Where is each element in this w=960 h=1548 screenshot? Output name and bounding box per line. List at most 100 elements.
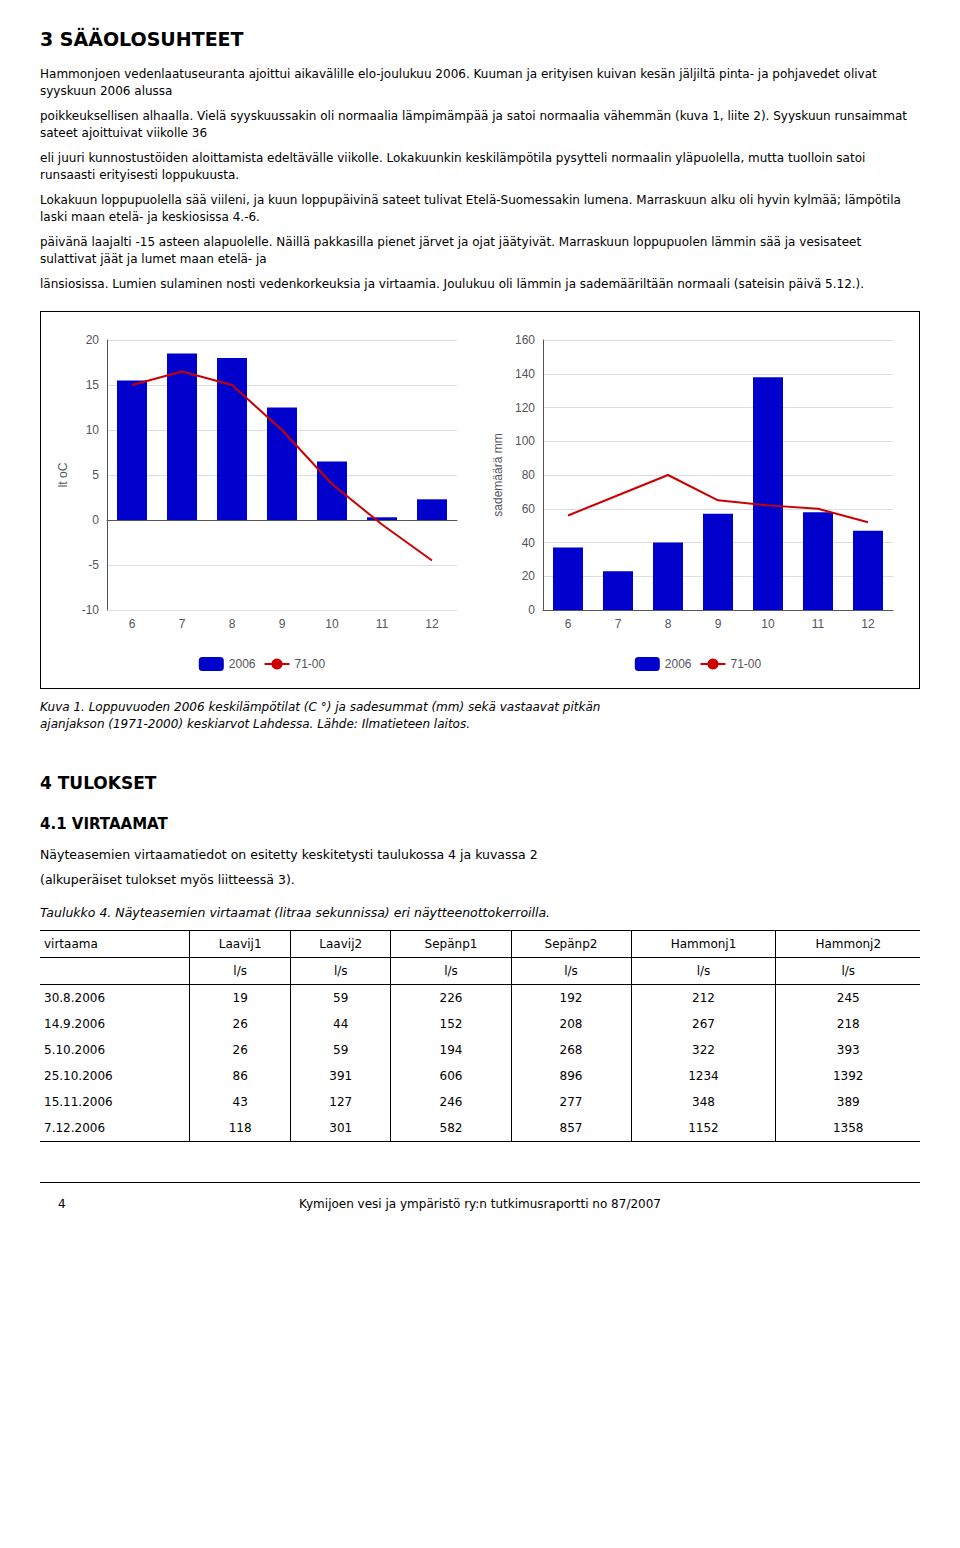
svg-text:lt oC: lt oC	[56, 462, 70, 487]
html-text:Sepänp1: Sepänp1	[424, 937, 478, 951]
html-text:l/s: l/s	[841, 964, 855, 978]
html-text:poikkeuksellisen alhaalla. Vie: poikkeuksellisen alhaalla. Vielä syyskuu…	[40, 109, 907, 140]
html-text:226: 226	[439, 991, 463, 1005]
html-text:322: 322	[692, 1043, 715, 1057]
html-text:606: 606	[439, 1069, 463, 1083]
html-text:3 SÄÄOLOSUHTEET: 3 SÄÄOLOSUHTEET	[40, 28, 244, 50]
svg-text:11: 11	[812, 617, 825, 631]
html-text:59: 59	[333, 991, 349, 1005]
html-text:212: 212	[692, 991, 715, 1005]
svg-text:10: 10	[86, 423, 100, 437]
html-text:896: 896	[559, 1069, 583, 1083]
html-text:l/s: l/s	[444, 964, 458, 978]
svg-text:-10: -10	[82, 603, 100, 617]
html-text:267: 267	[692, 1017, 715, 1031]
html-text:1234: 1234	[688, 1069, 719, 1083]
html-text:348: 348	[692, 1095, 715, 1109]
html-text:1392: 1392	[833, 1069, 864, 1083]
svg-text:15: 15	[86, 378, 100, 392]
svg-text:12: 12	[425, 617, 439, 631]
svg-text:8: 8	[229, 617, 236, 631]
html-text:Sepänp2: Sepänp2	[544, 937, 598, 951]
svg-text:160: 160	[515, 333, 535, 347]
svg-text:-5: -5	[88, 558, 99, 572]
svg-text:5: 5	[92, 468, 99, 482]
svg-text:100: 100	[515, 434, 535, 448]
html-text:25.10.2006: 25.10.2006	[44, 1069, 113, 1083]
html-text:391: 391	[329, 1069, 353, 1083]
html-text:virtaama: virtaama	[44, 937, 98, 951]
html-text:152: 152	[439, 1017, 463, 1031]
svg-text:140: 140	[515, 367, 535, 381]
svg-text:10: 10	[761, 617, 775, 631]
html-text:277: 277	[559, 1095, 583, 1109]
svg-text:11: 11	[376, 617, 389, 631]
html-text:5.10.2006: 5.10.2006	[44, 1043, 106, 1057]
svg-text:2006: 2006	[229, 657, 256, 671]
html-text:26: 26	[232, 1043, 248, 1057]
html-text:30.8.2006: 30.8.2006	[44, 991, 106, 1005]
html-text:208: 208	[559, 1017, 583, 1031]
svg-text:sademäärä mm: sademäärä mm	[491, 433, 505, 516]
html-text:393: 393	[836, 1043, 860, 1057]
svg-text:0: 0	[92, 513, 99, 527]
html-text:26: 26	[232, 1017, 248, 1031]
html-text:218: 218	[836, 1017, 860, 1031]
html-text:l/s: l/s	[333, 964, 348, 978]
html-text:Laavij2: Laavij2	[319, 937, 363, 951]
html-text:389: 389	[836, 1095, 860, 1109]
html-text:86: 86	[232, 1069, 248, 1083]
html-text:44: 44	[333, 1017, 349, 1031]
svg-text:120: 120	[515, 401, 535, 415]
html-text:l/s: l/s	[696, 964, 711, 978]
svg-text:71-00: 71-00	[295, 657, 326, 671]
svg-text:6: 6	[565, 617, 572, 631]
svg-text:6: 6	[129, 617, 136, 631]
svg-text:9: 9	[279, 617, 286, 631]
html-text:l/s: l/s	[233, 964, 247, 978]
svg-text:20: 20	[86, 333, 100, 347]
svg-text:10: 10	[325, 617, 339, 631]
html-text:Lokakuun loppupuolella sää vii: Lokakuun loppupuolella sää viileni, ja k…	[40, 193, 901, 224]
html-text:Laavij1: Laavij1	[218, 937, 262, 951]
html-text:245: 245	[836, 991, 860, 1005]
html-text:194: 194	[439, 1043, 463, 1057]
svg-text:20: 20	[522, 569, 536, 583]
html-text:Hammonj1: Hammonj1	[670, 937, 737, 951]
html-text:118: 118	[228, 1121, 252, 1135]
html-text:4 TULOKSET: 4 TULOKSET	[40, 773, 157, 793]
html-text:246: 246	[439, 1095, 463, 1109]
html-text:Kuva 1. Loppuvuoden 2006 keski: Kuva 1. Loppuvuoden 2006 keskilämpötilat…	[40, 700, 601, 731]
svg-text:7: 7	[179, 617, 186, 631]
svg-text:0: 0	[528, 603, 535, 617]
html-text:päivänä laajalti -15 asteen al: päivänä laajalti -15 asteen alapuolelle.…	[40, 235, 862, 266]
html-text:Hammonj2: Hammonj2	[815, 937, 882, 951]
svg-text:7: 7	[615, 617, 622, 631]
svg-text:60: 60	[522, 502, 536, 516]
svg-text:40: 40	[522, 536, 536, 550]
svg-text:71-00: 71-00	[731, 657, 762, 671]
html-text:15.11.2006: 15.11.2006	[44, 1095, 113, 1109]
svg-text:9: 9	[715, 617, 722, 631]
html-text:eli juuri kunnostustöiden aloi: eli juuri kunnostustöiden aloittamista e…	[40, 151, 866, 182]
html-text:301: 301	[329, 1121, 353, 1135]
html-text:268: 268	[559, 1043, 583, 1057]
html-text:14.9.2006: 14.9.2006	[44, 1017, 106, 1031]
svg-text:12: 12	[861, 617, 875, 631]
html-text:Taulukko 4. Näyteasemien virta: Taulukko 4. Näyteasemien virtaamat (litr…	[40, 905, 551, 920]
svg-text:80: 80	[522, 468, 536, 482]
html-text:43: 43	[232, 1095, 248, 1109]
html-text:(alkuperäiset tulokset myös li: (alkuperäiset tulokset myös liitteessä 3…	[40, 872, 295, 887]
html-text:59: 59	[333, 1043, 349, 1057]
html-text:Näyteasemien virtaamatiedot on: Näyteasemien virtaamatiedot on esitetty …	[40, 847, 538, 862]
html-text:127: 127	[329, 1095, 353, 1109]
html-text:4.1 VIRTAAMAT: 4.1 VIRTAAMAT	[40, 815, 168, 833]
svg-text:2006: 2006	[665, 657, 692, 671]
html-text:Hammonjoen vedenlaatuseuranta: Hammonjoen vedenlaatuseuranta ajoittui a…	[40, 67, 877, 98]
html-text:l/s: l/s	[564, 964, 578, 978]
html-text:7.12.2006: 7.12.2006	[44, 1121, 106, 1135]
svg-text:8: 8	[665, 617, 672, 631]
html-text:länsiosissa. Lumien sulaminen: länsiosissa. Lumien sulaminen nosti vede…	[40, 277, 865, 291]
html-text:192: 192	[559, 991, 583, 1005]
html-text:19: 19	[232, 991, 248, 1005]
